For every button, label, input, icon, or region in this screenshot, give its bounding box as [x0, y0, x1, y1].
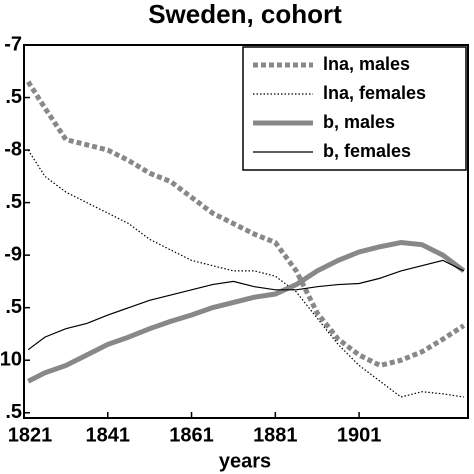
- legend-label: b, females: [323, 141, 411, 161]
- y-tick-label: -8: [4, 138, 22, 160]
- legend-label: lna, males: [323, 54, 410, 74]
- series-line: [27, 259, 465, 351]
- y-tick-label: .5: [5, 86, 22, 108]
- y-tick-label: .5: [5, 401, 22, 423]
- x-tick-label: 1881: [253, 424, 298, 446]
- x-tick-label: 1841: [86, 424, 131, 446]
- x-tick-label: 1821: [8, 424, 53, 446]
- plot-frame: [23, 44, 469, 419]
- legend-label: b, males: [323, 112, 395, 132]
- series-line: [27, 149, 464, 398]
- series-line: [26, 80, 466, 369]
- series-line: [27, 240, 466, 384]
- y-tick-label: -9: [4, 243, 22, 265]
- x-axis-label: years: [219, 450, 271, 472]
- x-tick-label: 1861: [169, 424, 214, 446]
- y-tick-label: .5: [5, 296, 22, 318]
- y-tick-label: 10: [0, 348, 22, 370]
- legend-label: lna, females: [323, 83, 426, 103]
- chart-title: Sweden, cohort: [148, 0, 342, 29]
- x-tick-label: 1901: [337, 424, 382, 446]
- y-tick-label: -7: [4, 33, 22, 55]
- y-tick-label: .5: [5, 191, 22, 213]
